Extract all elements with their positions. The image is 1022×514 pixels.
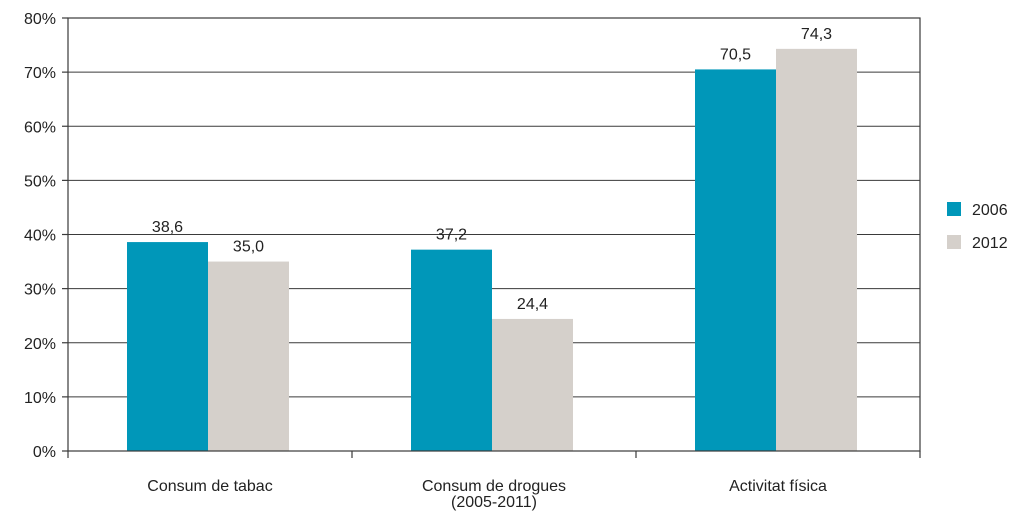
y-tick-label: 70% bbox=[24, 65, 56, 82]
data-label: 35,0 bbox=[233, 239, 264, 256]
x-axis-ticks: Consum de tabac Consum de drogues(2005-20… bbox=[67, 451, 921, 511]
y-tick-label: 60% bbox=[24, 119, 56, 136]
data-label: 37,2 bbox=[436, 227, 467, 244]
bar-2012-1 bbox=[208, 261, 289, 451]
y-tick-label: 50% bbox=[24, 173, 56, 190]
x-category-label: Consum de tabac bbox=[147, 478, 272, 495]
legend-swatch-2006 bbox=[947, 202, 961, 216]
y-tick-label: 40% bbox=[24, 228, 56, 245]
bar-2006-3 bbox=[695, 69, 776, 451]
data-label: 24,4 bbox=[517, 296, 548, 313]
data-label: 38,6 bbox=[152, 219, 183, 236]
legend-label: 2006 bbox=[972, 202, 1008, 219]
y-tick-label: 0% bbox=[33, 444, 56, 461]
bars bbox=[127, 48, 857, 451]
legend-swatch-2012 bbox=[947, 235, 961, 249]
y-tick-label: 10% bbox=[24, 390, 56, 407]
legend-label: 2012 bbox=[972, 235, 1008, 252]
y-tick-label: 80% bbox=[24, 11, 56, 28]
data-label: 74,3 bbox=[801, 26, 832, 43]
data-labels: 38,6 35,0 37,2 24,4 70,5 74,3 bbox=[152, 26, 832, 313]
data-label: 70,5 bbox=[720, 46, 751, 63]
legend: 2006 2012 bbox=[947, 202, 1008, 252]
bar-2012-2 bbox=[492, 318, 573, 451]
bar-2006-1 bbox=[127, 242, 208, 451]
y-tick-label: 20% bbox=[24, 336, 56, 353]
x-category-label: Activitat física bbox=[729, 478, 827, 495]
x-category-label: Consum de drogues bbox=[422, 478, 566, 495]
y-tick-label: 30% bbox=[24, 282, 56, 299]
y-axis-ticks: 0% 10% 20% 30% 40% 50% 60% 70% 80% bbox=[24, 11, 68, 461]
x-category-label: (2005-2011) bbox=[451, 494, 537, 511]
bar-2012-3 bbox=[776, 48, 857, 451]
bar-2006-2 bbox=[411, 249, 492, 451]
